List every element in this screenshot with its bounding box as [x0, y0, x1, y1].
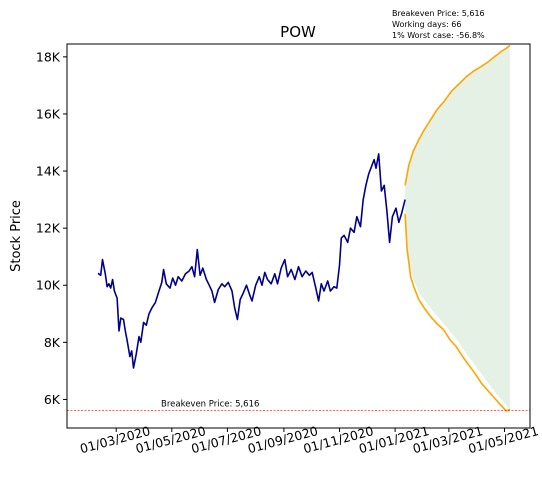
breakeven-label: Breakeven Price: 5,616 — [161, 399, 259, 409]
chart-title: POW — [280, 23, 316, 41]
y-tick-label: 6K — [44, 392, 61, 407]
info-breakeven-price: Breakeven Price: 5,616 — [392, 9, 485, 18]
y-tick-label: 14K — [36, 164, 61, 179]
y-tick-label: 8K — [44, 335, 61, 350]
historical-price-line — [97, 153, 406, 369]
info-worst-case: 1% Worst case: -56.8% — [392, 31, 485, 40]
y-tick-label: 16K — [36, 106, 61, 121]
projection-lower-line — [404, 213, 511, 412]
y-tick-label: 12K — [36, 221, 61, 236]
projection-upper-line — [404, 44, 511, 186]
y-axis-label: Stock Price — [9, 200, 24, 272]
plot-area-frame — [66, 43, 531, 429]
projection-band — [405, 45, 510, 411]
y-tick-label: 18K — [36, 49, 61, 64]
info-working-days: Working days: 66 — [392, 20, 461, 29]
y-tick-label: 10K — [36, 278, 61, 293]
